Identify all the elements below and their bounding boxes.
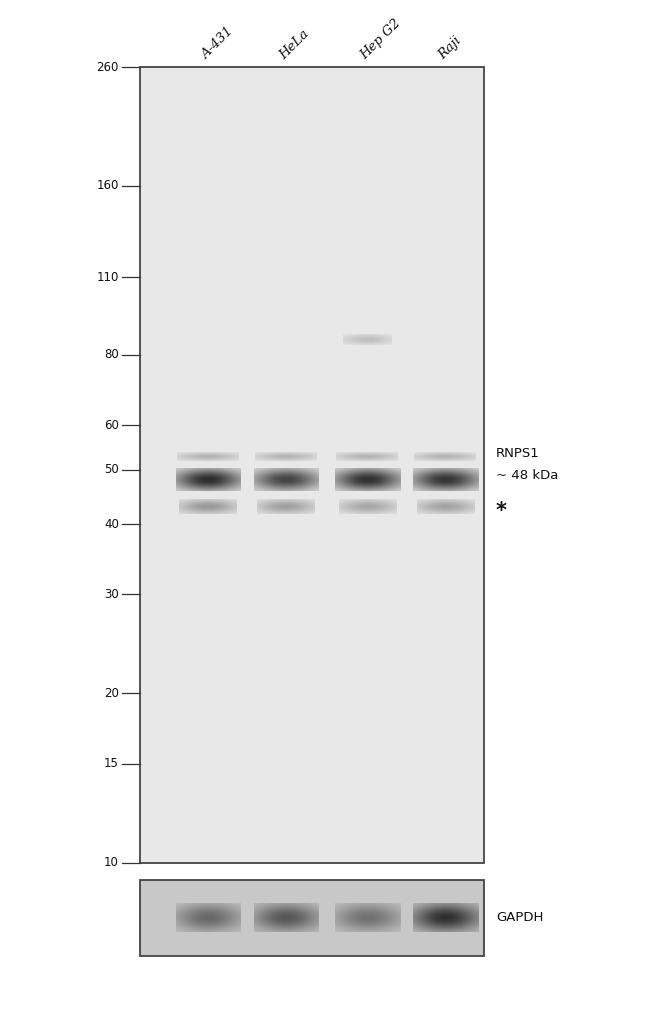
Text: RNPS1: RNPS1 bbox=[496, 446, 540, 460]
Text: 20: 20 bbox=[104, 687, 119, 699]
Text: 50: 50 bbox=[104, 463, 119, 476]
Bar bbox=[140, 67, 484, 863]
Text: Hep G2: Hep G2 bbox=[358, 17, 404, 62]
Bar bbox=[140, 880, 484, 956]
Text: 15: 15 bbox=[104, 757, 119, 770]
Text: 40: 40 bbox=[104, 518, 119, 531]
Text: ~ 48 kDa: ~ 48 kDa bbox=[496, 469, 558, 482]
Text: 160: 160 bbox=[97, 179, 119, 192]
Text: 30: 30 bbox=[104, 588, 119, 601]
Text: Raji: Raji bbox=[436, 34, 464, 62]
Text: 260: 260 bbox=[97, 61, 119, 73]
Text: 60: 60 bbox=[104, 418, 119, 432]
Text: HeLa: HeLa bbox=[277, 27, 311, 62]
Text: A-431: A-431 bbox=[199, 25, 236, 62]
Text: 10: 10 bbox=[104, 856, 119, 869]
Text: GAPDH: GAPDH bbox=[496, 911, 543, 925]
Text: 110: 110 bbox=[97, 271, 119, 284]
Text: 80: 80 bbox=[104, 348, 119, 362]
Text: *: * bbox=[496, 501, 507, 521]
